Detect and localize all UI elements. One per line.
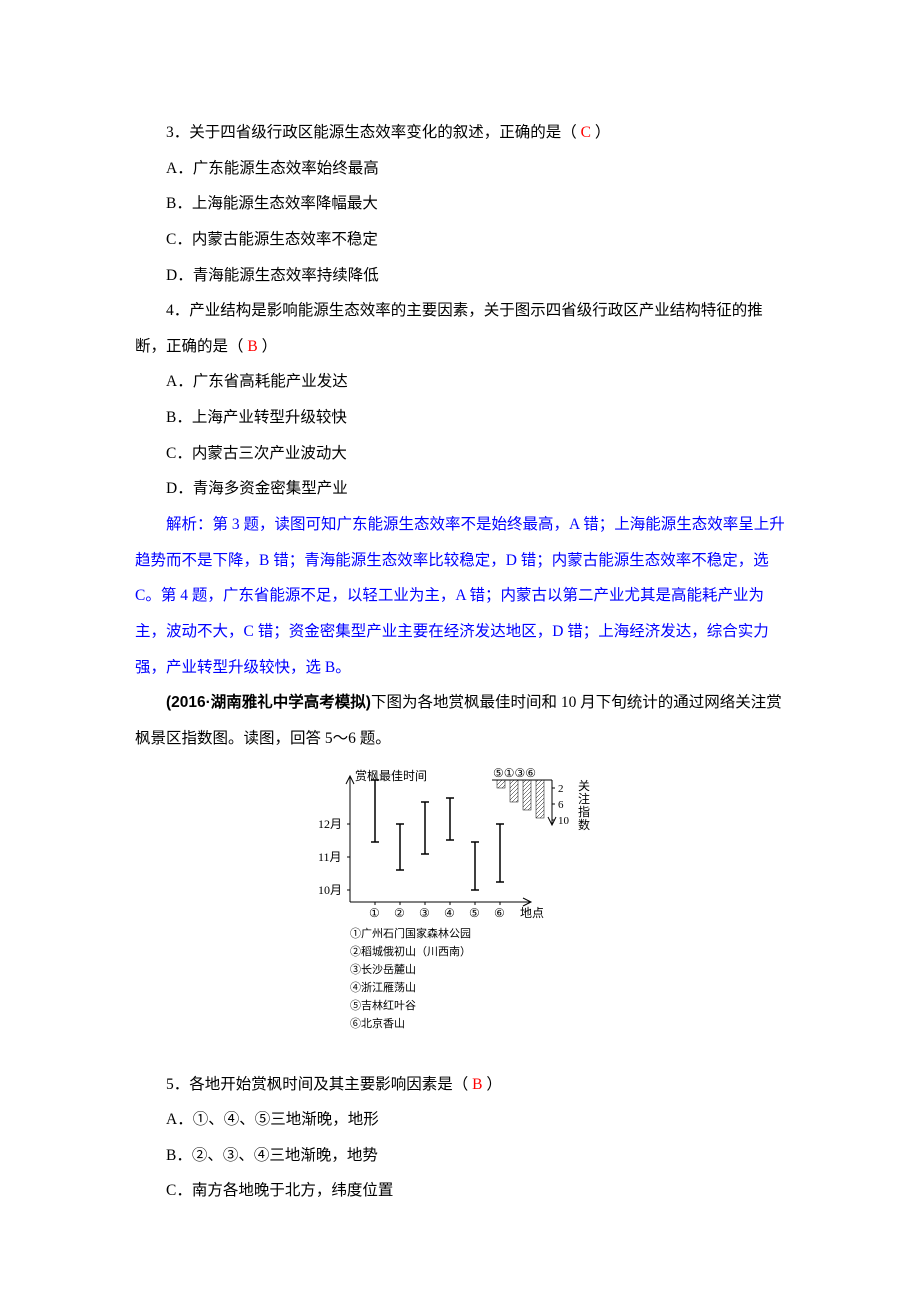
range-4 (446, 798, 454, 840)
bar-1 (497, 780, 505, 788)
q5-text: 5．各地开始赏枫时间及其主要影响因素是（ (166, 1076, 472, 1093)
bar-2 (510, 780, 518, 802)
range-5 (471, 842, 479, 890)
q4-answer: B (247, 338, 257, 355)
legend-1: ①广州石门国家森林公园 (350, 926, 471, 940)
xtick-label-1: ① (369, 906, 380, 920)
xtick-label-2: ② (394, 906, 405, 920)
document-content: 3．关于四省级行政区能源生态效率变化的叙述，正确的是（ C ） A．广东能源生态… (135, 115, 785, 1209)
ytick-label-2: 11月 (318, 850, 342, 864)
y-axis-label: 赏枫最佳时间 (355, 768, 427, 783)
q5-close: ） (482, 1076, 501, 1093)
chart-container: 赏枫最佳时间 10月 11月 12月 ① ② ③ ④ ⑤ (135, 762, 785, 1052)
top-markers: ⑤①③⑥ (493, 766, 536, 780)
ytick-label-1: 10月 (318, 883, 342, 897)
explanation-34: 解析：第 3 题，读图可知广东能源生态效率不是始终最高，A 错；上海能源生态效率… (135, 507, 785, 685)
bar-4 (536, 780, 544, 818)
q4-text: 4．产业结构是影响能源生态效率的主要因素，关于图示四省级行政区产业结构特征的推断… (135, 302, 763, 355)
xtick-label-3: ③ (419, 906, 430, 920)
range-3 (421, 802, 429, 854)
rtick-label-2: 6 (558, 799, 564, 811)
legend-3: ③长沙岳麓山 (350, 963, 416, 976)
range-1 (371, 780, 379, 842)
q3-optB: B．上海能源生态效率降幅最大 (135, 186, 785, 222)
legend-2: ②稻城俄初山（川西南） (350, 944, 471, 958)
xtick-label-5: ⑤ (469, 906, 480, 920)
right-label-1: 关 (578, 779, 590, 793)
intro-prefix: (2016·湖南雅礼中学高考模拟) (166, 694, 371, 711)
q3-answer: C (581, 124, 591, 141)
q3-stem: 3．关于四省级行政区能源生态效率变化的叙述，正确的是（ C ） (135, 115, 785, 151)
q5-optC: C．南方各地晚于北方，纬度位置 (135, 1173, 785, 1209)
legend-4: ④浙江雁荡山 (350, 981, 416, 994)
xtick-label-4: ④ (444, 906, 455, 920)
q4-stem: 4．产业结构是影响能源生态效率的主要因素，关于图示四省级行政区产业结构特征的推断… (135, 293, 785, 364)
xtick-label-6: ⑥ (494, 906, 505, 920)
q5-stem: 5．各地开始赏枫时间及其主要影响因素是（ B ） (135, 1067, 785, 1103)
q3-optC: C．内蒙古能源生态效率不稳定 (135, 222, 785, 258)
range-2 (396, 824, 404, 870)
q4-close: ） (258, 338, 277, 355)
q4-optC: C．内蒙古三次产业波动大 (135, 436, 785, 472)
q5-answer: B (472, 1076, 482, 1093)
bar-3 (523, 780, 531, 810)
q3-optD: D．青海能源生态效率持续降低 (135, 258, 785, 294)
q3-text: 3．关于四省级行政区能源生态效率变化的叙述，正确的是（ (166, 124, 581, 141)
intro-56: (2016·湖南雅礼中学高考模拟)下图为各地赏枫最佳时间和 10 月下旬统计的通… (135, 685, 785, 756)
q4-optD: D．青海多资金密集型产业 (135, 471, 785, 507)
q3-optA: A．广东能源生态效率始终最高 (135, 151, 785, 187)
q5-optB: B．②、③、④三地渐晚，地势 (135, 1138, 785, 1174)
q4-optB: B．上海产业转型升级较快 (135, 400, 785, 436)
q3-close: ） (591, 124, 610, 141)
rtick-label-1: 2 (558, 783, 564, 795)
ytick-label-3: 12月 (318, 817, 342, 831)
right-label-2: 注 (578, 791, 590, 806)
range-6 (496, 824, 504, 882)
legend-5: ⑤吉林红叶谷 (350, 998, 416, 1012)
q4-optA: A．广东省高耗能产业发达 (135, 364, 785, 400)
right-label-4: 数 (578, 817, 590, 832)
q5-optA: A．①、④、⑤三地渐晚，地形 (135, 1102, 785, 1138)
right-label-3: 指 (578, 804, 590, 819)
legend-6: ⑥北京香山 (350, 1016, 405, 1030)
rtick-label-3: 10 (558, 815, 570, 827)
maple-chart: 赏枫最佳时间 10月 11月 12月 ① ② ③ ④ ⑤ (300, 762, 620, 1052)
x-axis-label: 地点 (520, 906, 544, 920)
